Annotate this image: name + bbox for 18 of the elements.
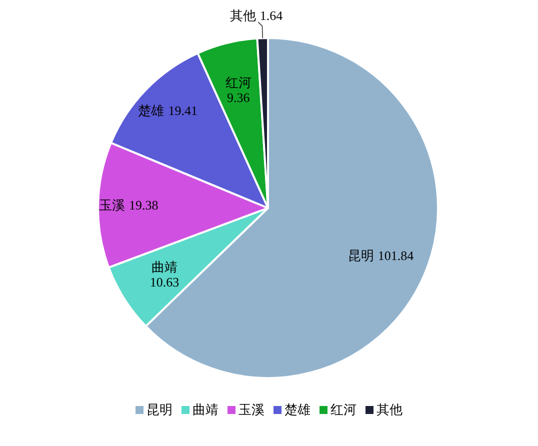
data-label: 9.36: [226, 90, 250, 106]
data-label: 1.64: [260, 8, 284, 24]
data-label: 101.84: [378, 248, 414, 263]
slice-label: 楚雄: [138, 103, 164, 118]
slice-label: 曲靖: [151, 259, 178, 274]
data-label: 10.63: [150, 274, 180, 290]
legend-label: 其他: [376, 402, 402, 417]
slice-label: 玉溪: [99, 197, 125, 212]
data-label: 19.38: [129, 197, 158, 212]
slice-label: 昆明: [348, 248, 374, 263]
legend-label: 红河: [330, 402, 356, 417]
legend-label: 曲靖: [192, 402, 218, 417]
legend-label: 玉溪: [238, 402, 264, 417]
data-label: 19.41: [168, 103, 198, 118]
slice-label: 红河: [225, 75, 252, 90]
legend-label: 楚雄: [284, 402, 310, 417]
legend-label: 昆明: [146, 402, 172, 417]
slice-label: 其他: [230, 8, 256, 24]
